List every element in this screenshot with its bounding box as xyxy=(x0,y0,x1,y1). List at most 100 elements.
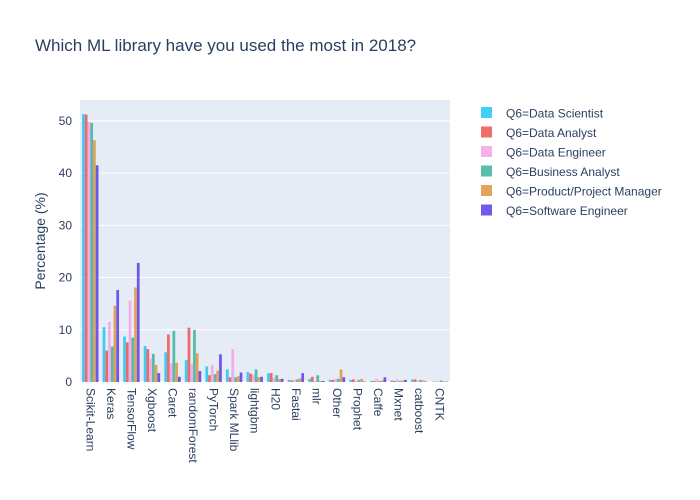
bar xyxy=(198,371,202,382)
bar xyxy=(328,379,332,382)
bar xyxy=(134,287,137,382)
x-tick-label: Xgboost xyxy=(145,388,159,433)
bar xyxy=(424,381,428,382)
bar xyxy=(216,370,220,382)
bar xyxy=(280,378,284,382)
bar xyxy=(316,375,320,382)
bar xyxy=(267,373,270,382)
grid-lines xyxy=(80,120,450,383)
bar xyxy=(360,378,363,382)
bar xyxy=(336,378,340,382)
x-tick-label: Caret xyxy=(166,388,180,418)
bar xyxy=(269,373,273,382)
bar xyxy=(93,140,96,382)
bar xyxy=(154,364,158,382)
y-tick-labels: 0 10 20 30 40 50 xyxy=(59,114,73,389)
bar xyxy=(295,379,299,382)
bar xyxy=(234,377,237,382)
bar xyxy=(393,380,396,382)
bar xyxy=(95,165,99,382)
bar xyxy=(290,380,294,382)
y-tick-label: 50 xyxy=(59,114,73,128)
bar xyxy=(331,379,335,382)
bar xyxy=(357,379,361,382)
y-tick-label: 20 xyxy=(59,271,73,285)
bar xyxy=(123,336,126,382)
bar xyxy=(293,379,296,382)
bar xyxy=(349,379,353,382)
bar xyxy=(149,358,152,382)
x-tick-label: H20 xyxy=(268,388,282,410)
bar xyxy=(431,381,435,382)
legend: Q6=Data Scientist Q6=Data Analyst Q6=Data … xyxy=(481,107,662,218)
bar xyxy=(301,373,305,382)
bar xyxy=(352,379,355,382)
bar xyxy=(372,380,376,382)
legend-swatch xyxy=(481,185,492,196)
legend-item: Q6=Software Engineer xyxy=(506,204,628,218)
bar xyxy=(239,372,243,382)
bar xyxy=(184,360,188,382)
x-tick-label: Caffe xyxy=(371,388,385,417)
bar xyxy=(128,300,132,382)
bar xyxy=(278,378,281,382)
legend-item: Q6=Business Analyst xyxy=(506,165,620,179)
bar xyxy=(401,380,405,382)
bar xyxy=(87,121,91,382)
x-tick-label: catboost xyxy=(412,388,426,434)
bar xyxy=(404,379,407,382)
plot-background xyxy=(80,100,450,382)
x-tick-label: TensorFlow xyxy=(124,388,138,450)
bar xyxy=(169,363,173,382)
x-tick-label: mlr xyxy=(309,388,323,405)
bar xyxy=(228,377,232,382)
x-tick-label: randomForest xyxy=(186,388,200,463)
bar xyxy=(395,379,399,382)
bar xyxy=(90,122,94,382)
legend-swatch xyxy=(481,126,492,138)
bar xyxy=(254,369,258,382)
bar xyxy=(157,373,161,382)
bar xyxy=(113,305,117,382)
bar xyxy=(125,342,129,382)
x-tick-label: Mxnet xyxy=(392,388,406,421)
bar xyxy=(410,379,414,382)
bar xyxy=(225,369,229,382)
x-tick-label: PyTorch xyxy=(207,388,221,431)
x-tick-labels: Scikit-Learn Keras TensorFlow Xgboost Caret r… xyxy=(83,388,446,463)
bar xyxy=(308,378,311,382)
bar xyxy=(313,380,317,382)
bar xyxy=(172,330,176,382)
bar xyxy=(213,374,217,382)
bar xyxy=(398,380,402,382)
chart-title: Which ML library have you used the most … xyxy=(35,36,416,55)
bar xyxy=(231,349,235,382)
y-tick-label: 40 xyxy=(59,166,73,180)
legend-item: Q6=Product/Project Manager xyxy=(506,185,662,199)
bar xyxy=(442,381,446,382)
bar xyxy=(298,378,302,382)
bar xyxy=(190,364,194,382)
bar xyxy=(177,376,181,382)
bar xyxy=(339,369,343,382)
bar xyxy=(416,380,420,382)
bar xyxy=(436,381,440,382)
bar xyxy=(116,290,120,382)
bar xyxy=(164,352,168,382)
bar xyxy=(187,327,191,382)
bar xyxy=(110,346,114,382)
bar xyxy=(272,377,276,382)
legend-swatch xyxy=(481,107,492,118)
bar xyxy=(319,380,322,382)
legend-item: Q6=Data Scientist xyxy=(506,107,604,121)
bar xyxy=(310,376,314,382)
bar xyxy=(375,378,379,382)
y-axis-title: Percentage (%) xyxy=(32,192,48,289)
bar xyxy=(167,334,170,382)
bar xyxy=(205,366,209,382)
bar xyxy=(82,114,85,382)
x-tick-label: lightgbm xyxy=(248,388,262,433)
legend-swatch xyxy=(481,146,492,157)
bar xyxy=(390,380,394,382)
